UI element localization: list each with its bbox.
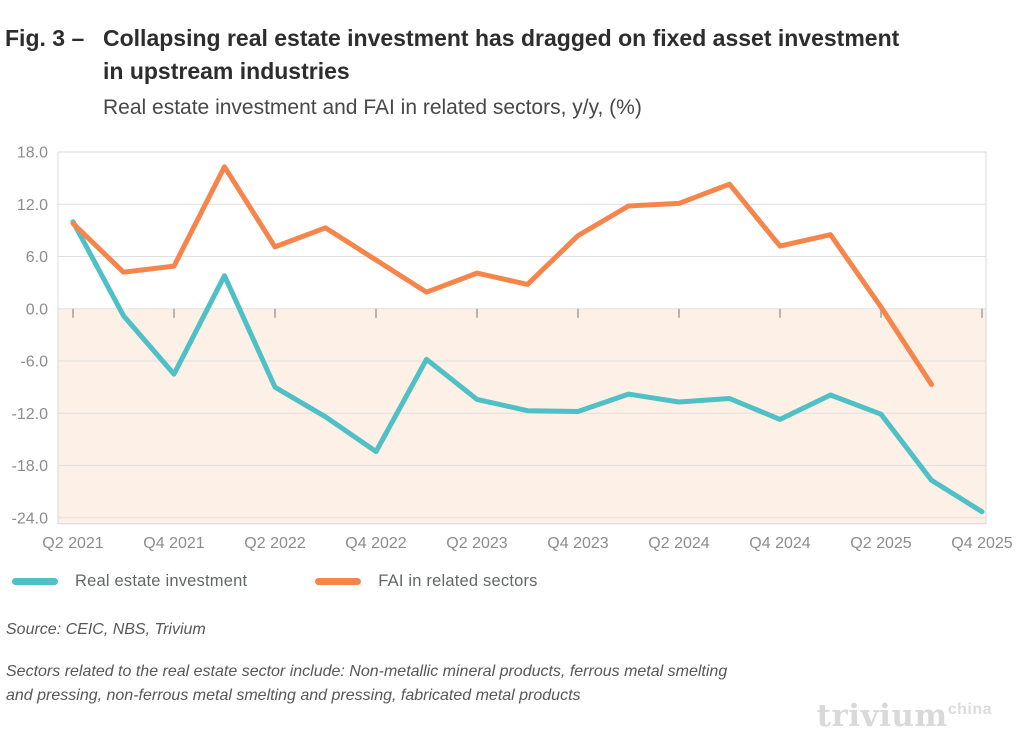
negative-region-shading bbox=[58, 308, 986, 524]
footnote-text: Sectors related to the real estate secto… bbox=[6, 662, 728, 705]
series-line-real-estate-investment bbox=[70, 218, 985, 514]
x-tick-label: Q4 2024 bbox=[749, 534, 810, 551]
y-tick-label: 6.0 bbox=[26, 249, 48, 266]
trivium-logo: triviumchina bbox=[817, 698, 992, 734]
x-tick-label: Q4 2022 bbox=[345, 534, 406, 551]
line-chart: 18.0 12.0 6.0 0.0 -6.0 -12.0 -18.0 -24.0 Q2 2021… bbox=[0, 140, 1024, 552]
y-tick-label: -18.0 bbox=[12, 458, 49, 475]
y-tick-label: 18.0 bbox=[17, 144, 48, 161]
legend-swatch-teal bbox=[12, 577, 58, 585]
y-tick-label: -6.0 bbox=[20, 353, 48, 370]
x-tick-label: Q2 2025 bbox=[850, 534, 911, 551]
x-tick-label: Q2 2024 bbox=[648, 534, 709, 551]
series-line-fai-in-related-sectors bbox=[70, 163, 934, 387]
legend-swatch-orange bbox=[315, 577, 362, 585]
chart-legend: Real estate investment FAI in related se… bbox=[12, 572, 1024, 591]
x-tick-label: Q2 2021 bbox=[42, 534, 103, 551]
x-tick-label: Q4 2025 bbox=[951, 534, 1012, 551]
x-tick-label: Q4 2023 bbox=[547, 534, 608, 551]
figure-number-label: Fig. 3 – bbox=[5, 25, 85, 51]
source-text: Source: CEIC, NBS, Trivium bbox=[6, 620, 206, 638]
legend-label: Real estate investment bbox=[75, 571, 248, 590]
x-tick-label: Q4 2021 bbox=[143, 534, 204, 551]
x-tick-label: Q2 2023 bbox=[446, 534, 507, 551]
figure-title-row: Fig. 3 – Collapsing real estate investme… bbox=[0, 22, 945, 87]
plot-border bbox=[57, 151, 987, 524]
y-tick-label: -12.0 bbox=[12, 405, 49, 422]
legend-label: FAI in related sectors bbox=[378, 571, 538, 590]
y-tick-label: -24.0 bbox=[12, 510, 49, 527]
x-tick-label: Q2 2022 bbox=[244, 534, 305, 551]
figure-title: Collapsing real estate investment has dr… bbox=[103, 25, 900, 84]
legend-item-real-estate: Real estate investment bbox=[12, 572, 247, 591]
chart-canvas: 18.0 12.0 6.0 0.0 -6.0 -12.0 -18.0 -24.0 Q2 2021… bbox=[12, 144, 1013, 551]
logo-wordmark: trivium bbox=[816, 698, 948, 734]
y-tick-label: 12.0 bbox=[17, 196, 48, 213]
chart-subtitle: Real estate investment and FAI in relate… bbox=[103, 96, 642, 120]
logo-superscript: china bbox=[947, 700, 992, 718]
legend-item-fai: FAI in related sectors bbox=[315, 572, 537, 591]
y-tick-label: 0.0 bbox=[26, 301, 48, 318]
